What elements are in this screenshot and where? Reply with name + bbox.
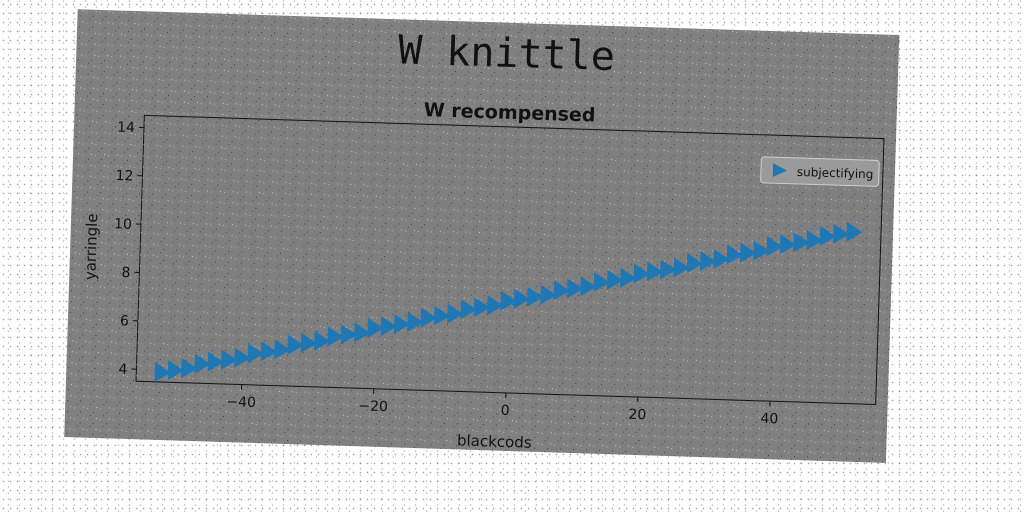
series-layer <box>154 221 863 383</box>
scatter-point <box>500 290 517 311</box>
scatter-point <box>726 244 743 265</box>
scatter-point <box>234 347 251 368</box>
scatter-point <box>606 269 624 290</box>
y-tick-label: 10 <box>114 216 132 233</box>
scatter-point <box>327 326 344 347</box>
scatter-point <box>433 305 451 326</box>
scatter-point <box>207 351 224 372</box>
scatter-point <box>487 295 504 316</box>
chart-subtitle: W recompensed <box>423 99 595 126</box>
scatter-point <box>553 280 570 301</box>
scatter-point <box>180 358 198 379</box>
scatter-point <box>739 242 757 263</box>
scatter-point <box>260 341 278 362</box>
x-tick-label: 20 <box>628 407 646 424</box>
scatter-point <box>287 334 304 355</box>
scatter-point <box>154 362 171 383</box>
scatter-point <box>660 259 677 280</box>
scatter-point <box>473 297 491 318</box>
scatter-point <box>460 299 477 320</box>
scatter-point <box>340 324 358 345</box>
y-tick-label: 6 <box>120 313 129 329</box>
y-tick-label: 14 <box>117 120 135 137</box>
scatter-point <box>846 221 863 242</box>
scatter-point <box>673 257 690 278</box>
legend: subjectifying <box>760 156 880 187</box>
legend-marker-icon <box>772 163 787 178</box>
scatter-point <box>167 360 185 381</box>
x-tick-label: −20 <box>358 398 388 415</box>
legend-box <box>760 156 880 187</box>
scatter-point <box>580 276 597 297</box>
scatter-point <box>247 343 264 364</box>
scatter-point <box>314 330 331 351</box>
scatter-point <box>806 230 823 251</box>
y-tick-label: 4 <box>118 362 127 378</box>
scatter-point <box>220 349 238 370</box>
y-axis-label: yarringle <box>81 213 101 280</box>
scatter-point <box>526 286 544 307</box>
x-tick-label: 40 <box>760 411 778 428</box>
scatter-point <box>699 251 717 272</box>
scatter-point <box>633 263 650 284</box>
scatter-point <box>380 316 397 337</box>
plot-speckle <box>136 115 885 405</box>
scatter-point <box>646 261 664 282</box>
legend-label: subjectifying <box>797 165 874 181</box>
scatter-point <box>300 332 318 353</box>
scatter-point <box>447 303 464 324</box>
scatter-point <box>819 225 837 246</box>
scatter-point <box>274 339 291 360</box>
y-tick-label: 12 <box>115 168 133 185</box>
scatter-point <box>620 267 637 288</box>
scatter-point <box>779 234 797 255</box>
x-axis: −40 −20 0 20 40 <box>226 384 779 427</box>
x-tick-label: −40 <box>226 394 256 411</box>
scatter-point <box>420 307 437 328</box>
scatter-point <box>407 312 424 333</box>
scatter-point <box>593 271 610 292</box>
chart-title: W knittle <box>397 27 615 80</box>
scatter-point <box>566 278 584 299</box>
scatter-point <box>766 236 783 257</box>
scatter-point <box>367 318 384 339</box>
scatter-point <box>833 223 850 244</box>
scatter-point <box>393 314 411 335</box>
scatter-point <box>353 322 371 343</box>
x-tick-label: 0 <box>501 403 510 419</box>
scatter-point <box>194 353 211 374</box>
scatter-point <box>713 249 730 270</box>
scatter-point <box>540 284 557 305</box>
scatter-point <box>513 288 531 309</box>
scatter-point <box>753 240 770 261</box>
scatter-point <box>686 253 703 274</box>
y-axis: 4 6 8 10 12 14 <box>114 120 145 378</box>
y-tick-label: 8 <box>121 265 130 281</box>
scatter-point <box>793 232 810 253</box>
x-axis-label: blackcods <box>457 431 532 451</box>
